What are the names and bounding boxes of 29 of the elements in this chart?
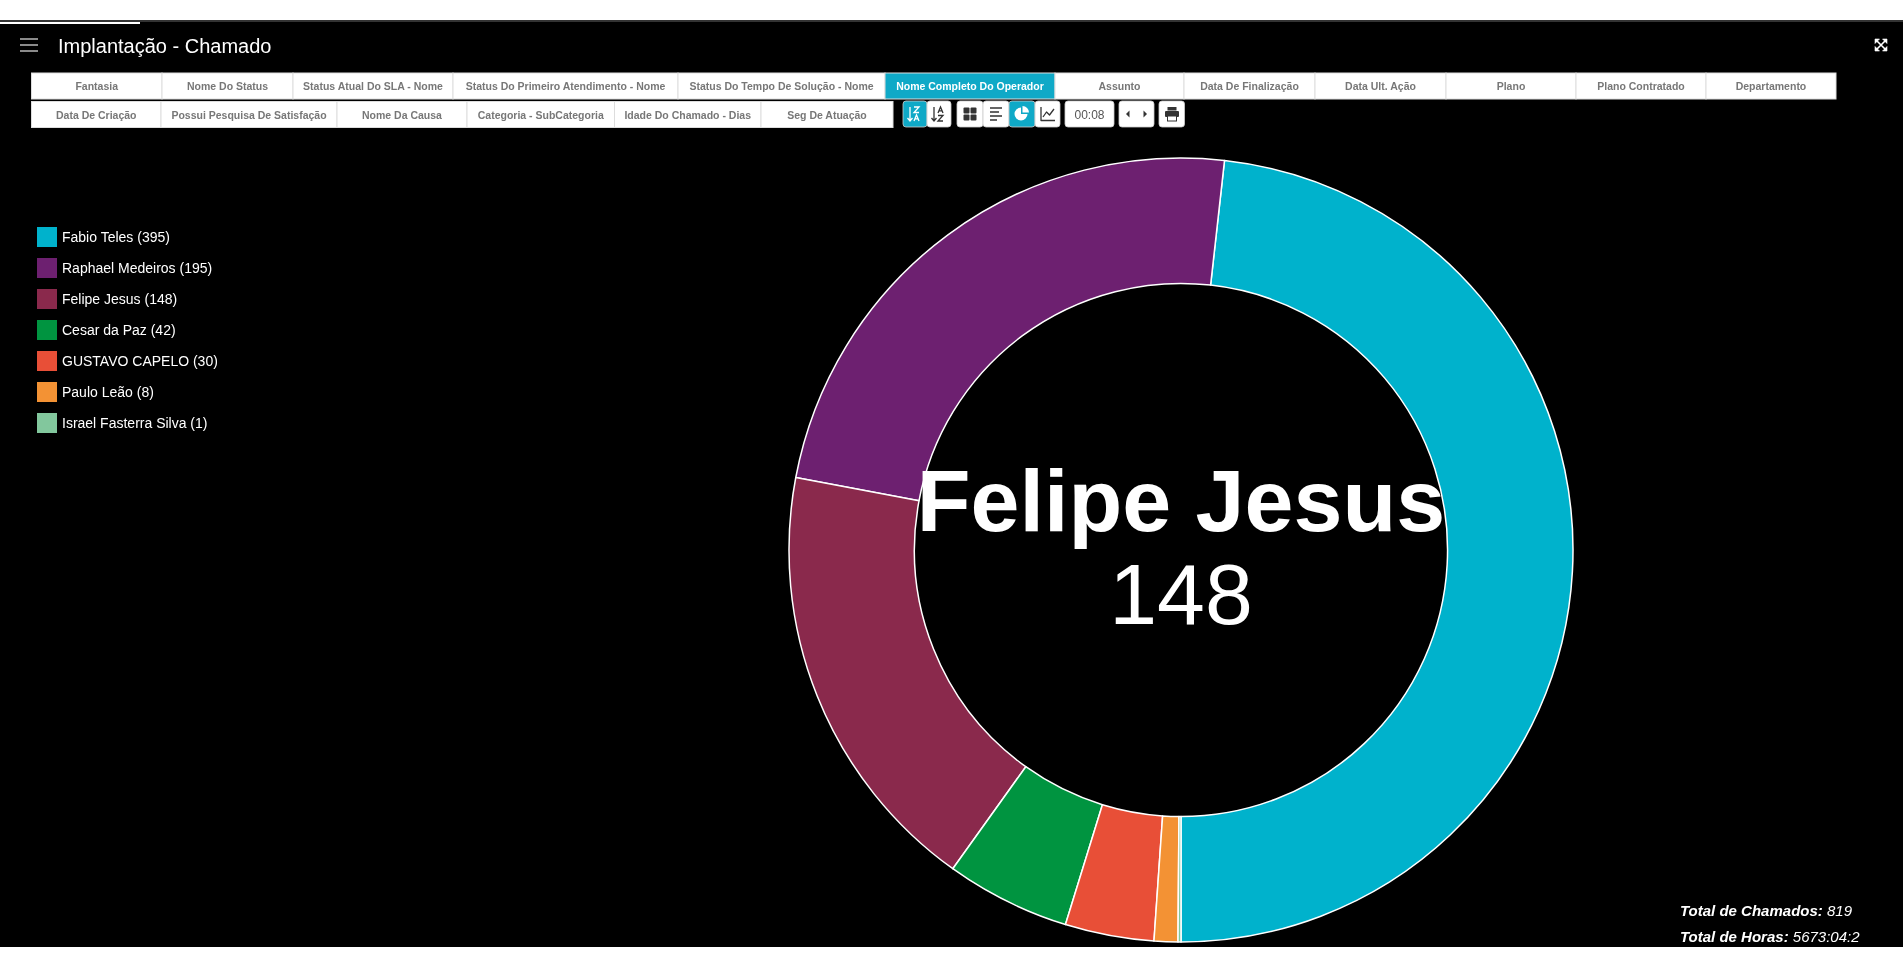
text: Seg De Atuação (787, 108, 867, 121)
legend-label: Israel Fasterra Silva (1) (62, 415, 208, 431)
text: Nome Do Status (186, 80, 269, 92)
text: Total de Chamados: 819 (1680, 902, 1853, 919)
text: Data Ult. Ação (1345, 80, 1416, 92)
legend-label: Cesar da Paz (42) (62, 322, 176, 338)
text: Data De Criação (55, 108, 137, 121)
legend-label: Felipe Jesus (148) (62, 291, 178, 307)
text: Status Do Tempo De Solução - Nome (689, 80, 874, 92)
text: Fantasia (75, 80, 119, 92)
legend-label: Paulo Leão (8) (62, 384, 154, 400)
text: Nome Completo Do Operador (896, 80, 1044, 92)
chart-title: Implantação - Chamado (58, 35, 272, 57)
legend-label: Fabio Teles (395) (62, 229, 170, 245)
text: Idade Do Chamado - Dias (624, 108, 752, 121)
legend-label: GUSTAVO CAPELO (30) (62, 353, 218, 369)
text: Plano Contratado (1597, 80, 1685, 92)
text: Plano (1496, 80, 1526, 92)
text: Total de Horas: 5673:04:2 (1680, 927, 1861, 945)
text: Data De Finalização (1200, 80, 1299, 92)
text: Status Do Primeiro Atendimento - Nome (465, 80, 666, 92)
text: Possui Pesquisa De Satisfação (171, 108, 327, 121)
text: Nome Da Causa (362, 108, 443, 121)
text: 00:08 (1074, 107, 1105, 122)
legend-label: Raphael Medeiros (195) (62, 260, 213, 276)
text: Status Atual Do SLA - Nome (303, 80, 444, 92)
text: Departamento (1735, 80, 1807, 92)
text: Assunto (1098, 80, 1141, 92)
text: Categoria - SubCategoria (477, 108, 604, 121)
